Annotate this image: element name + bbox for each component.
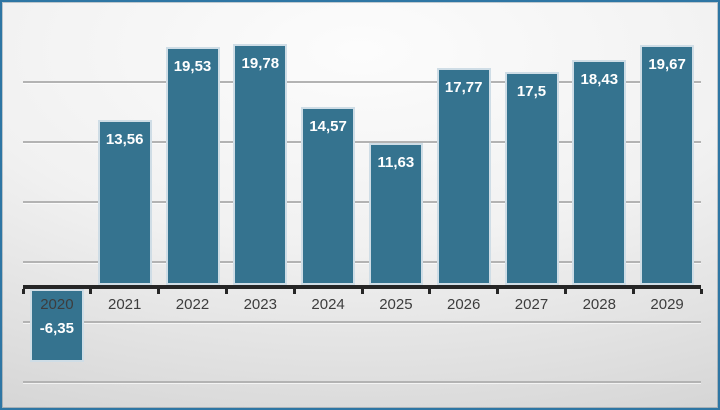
x-axis-label-2026: 2026 bbox=[447, 296, 481, 313]
x-axis-label-2028: 2028 bbox=[582, 296, 616, 313]
bar-value-label: 19,53 bbox=[173, 57, 212, 75]
bar-value-label: 13,56 bbox=[105, 130, 144, 148]
x-axis-tick bbox=[224, 289, 228, 294]
x-axis-label-2020: 2020 bbox=[40, 296, 74, 313]
x-axis-tick bbox=[89, 289, 93, 294]
x-axis-label-2024: 2024 bbox=[311, 296, 345, 313]
x-axis-tick bbox=[699, 289, 703, 294]
gridline bbox=[23, 141, 701, 143]
x-axis-tick bbox=[496, 289, 500, 294]
bar-2025 bbox=[368, 143, 423, 285]
gridline bbox=[23, 261, 701, 263]
x-axis-tick bbox=[21, 289, 25, 294]
x-axis-label-2027: 2027 bbox=[514, 296, 549, 313]
bar-value-label: 14,57 bbox=[309, 118, 347, 136]
bar-value-label: 11,63 bbox=[377, 154, 415, 172]
bar-2020 bbox=[29, 289, 84, 363]
x-axis-label-2021: 2021 bbox=[108, 296, 142, 313]
x-axis-tick bbox=[428, 289, 432, 294]
gridline bbox=[23, 321, 701, 323]
bar-2022 bbox=[165, 46, 220, 285]
bar-2028 bbox=[572, 60, 627, 285]
bar-value-label: 17,77 bbox=[444, 79, 483, 97]
bar-value-label: 18,43 bbox=[580, 71, 619, 89]
bar-2024 bbox=[301, 107, 356, 285]
bar-2029 bbox=[640, 45, 695, 285]
bar-value-label: 19,67 bbox=[648, 56, 686, 74]
bar-2023 bbox=[233, 43, 288, 285]
x-axis-tick bbox=[157, 289, 161, 294]
x-axis-tick bbox=[563, 289, 567, 294]
x-axis-label-2022: 2022 bbox=[175, 296, 210, 313]
bar-value-label: 19,78 bbox=[241, 54, 280, 72]
x-axis-tick bbox=[292, 289, 296, 294]
bar-2026 bbox=[436, 68, 491, 285]
x-axis-tick bbox=[360, 289, 364, 294]
bar-2021 bbox=[97, 119, 152, 285]
gridline bbox=[23, 201, 701, 203]
x-axis-label-2029: 2029 bbox=[650, 296, 684, 313]
gridline bbox=[23, 81, 701, 83]
x-axis-line bbox=[23, 285, 701, 289]
x-axis-tick bbox=[631, 289, 635, 294]
bar-value-label: 17,5 bbox=[516, 82, 547, 100]
bar-2027 bbox=[504, 71, 559, 285]
x-axis-label-2023: 2023 bbox=[243, 296, 277, 313]
bar-value-label: -6,35 bbox=[39, 320, 74, 337]
x-axis-label-2025: 2025 bbox=[379, 296, 413, 313]
gridline bbox=[23, 381, 701, 383]
